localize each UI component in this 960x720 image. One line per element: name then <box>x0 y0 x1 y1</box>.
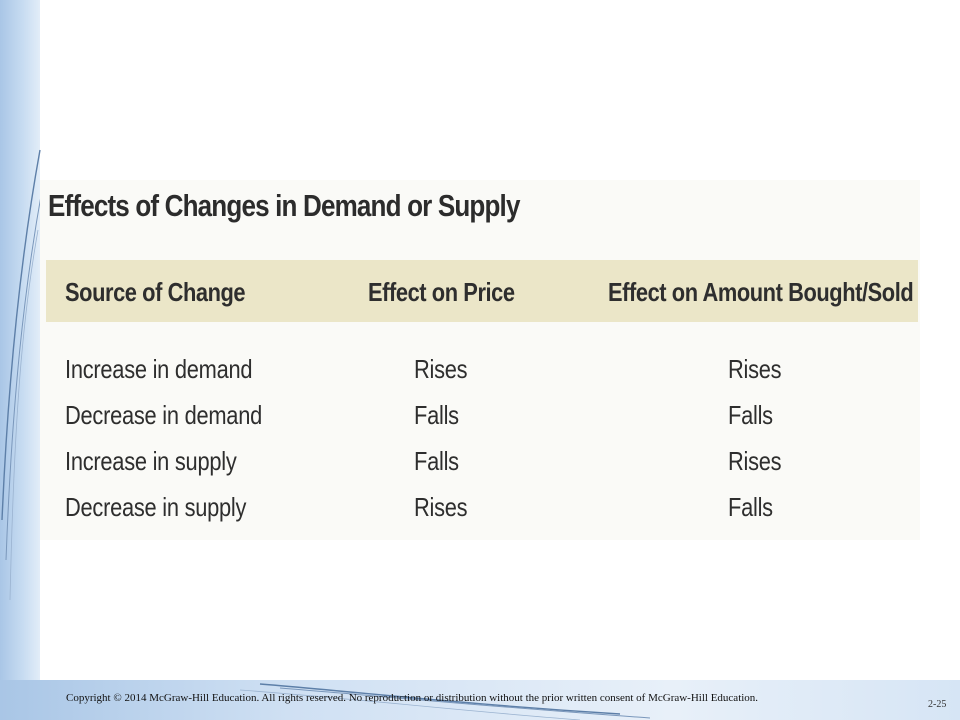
header-source-of-change: Source of Change <box>65 277 246 307</box>
row-price-cell: Falls <box>414 400 459 430</box>
table-row: Increase in demand Rises Rises <box>46 348 918 394</box>
bottom-decorative-band <box>0 680 960 720</box>
header-effect-on-price: Effect on Price <box>368 277 515 307</box>
table-panel: Effects of Changes in Demand or Supply S… <box>40 180 920 540</box>
row-source-cell: Decrease in supply <box>65 492 247 522</box>
table-header-row: Source of Change Effect on Price Effect … <box>46 260 918 322</box>
row-price-cell: Rises <box>414 354 468 384</box>
copyright-notice: Copyright © 2014 McGraw-Hill Education. … <box>66 692 759 704</box>
slide-number: 2-25 <box>928 699 947 710</box>
row-amount-cell: Falls <box>728 492 773 522</box>
table-title: Effects of Changes in Demand or Supply <box>48 188 520 223</box>
table-row: Decrease in demand Falls Falls <box>46 394 918 440</box>
row-price-cell: Rises <box>414 492 468 522</box>
row-source-cell: Increase in demand <box>65 354 253 384</box>
row-source-cell: Increase in supply <box>65 446 237 476</box>
bottom-swoosh-decoration <box>239 683 651 720</box>
row-source-cell: Decrease in demand <box>65 400 263 430</box>
row-amount-cell: Rises <box>728 446 782 476</box>
table-row: Increase in supply Falls Rises <box>46 440 918 486</box>
table-row: Decrease in supply Rises Falls <box>46 486 918 532</box>
left-decorative-band <box>0 0 40 720</box>
row-price-cell: Falls <box>414 446 459 476</box>
row-amount-cell: Falls <box>728 400 773 430</box>
row-amount-cell: Rises <box>728 354 782 384</box>
left-swoosh-decoration <box>1 149 43 601</box>
table-body: Increase in demand Rises Rises Decrease … <box>46 348 918 532</box>
header-effect-on-amount: Effect on Amount Bought/Sold <box>608 277 914 307</box>
